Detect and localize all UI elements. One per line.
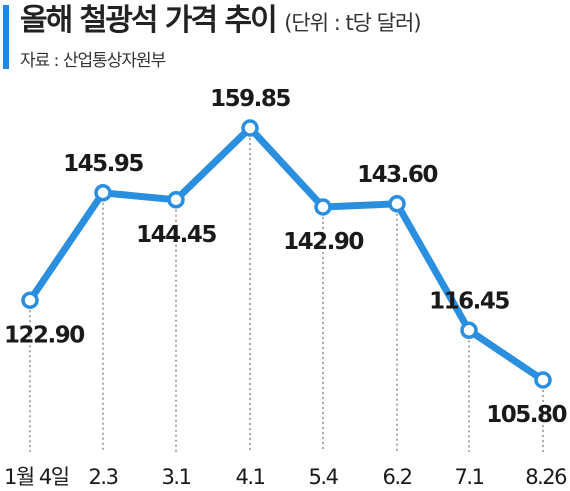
data-point <box>314 198 332 216</box>
data-label: 116.45 <box>429 288 509 314</box>
unit-note: (단위 : t당 달러) <box>284 11 421 35</box>
data-label: 144.45 <box>136 222 216 248</box>
data-label: 142.90 <box>283 229 363 255</box>
title-accent-bar <box>3 5 9 69</box>
data-label: 145.95 <box>63 151 143 177</box>
x-tick-label: 2.3 <box>89 465 118 489</box>
data-label: 159.85 <box>210 86 290 112</box>
title-row: 올해 철광석 가격 추이 (단위 : t당 달러) <box>20 2 422 45</box>
x-tick-label: 7.1 <box>455 465 484 489</box>
x-tick-label: 3.1 <box>162 465 191 489</box>
data-label: 105.80 <box>486 402 566 428</box>
data-point <box>534 371 552 389</box>
source-note: 자료 : 산업통상자원부 <box>20 51 166 71</box>
data-point <box>167 191 185 209</box>
x-tick-label: 4.1 <box>236 465 265 489</box>
data-point <box>94 184 112 202</box>
x-tick-label: 8.26 <box>525 465 567 489</box>
data-label: 122.90 <box>4 322 84 348</box>
data-point <box>241 119 259 137</box>
guide-lines <box>29 128 544 452</box>
data-point <box>388 195 406 213</box>
x-tick-label: 5.4 <box>309 465 339 489</box>
x-tick-label: 1월 4일 <box>4 465 69 489</box>
chart-header: 올해 철광석 가격 추이 (단위 : t당 달러) 자료 : 산업통상자원부 <box>0 0 570 80</box>
x-tick-label: 6.2 <box>383 465 412 489</box>
data-point <box>460 321 478 340</box>
chart-title: 올해 철광석 가격 추이 <box>20 3 278 38</box>
data-label: 143.60 <box>357 162 437 188</box>
series-line <box>26 124 547 384</box>
data-point <box>21 291 39 310</box>
